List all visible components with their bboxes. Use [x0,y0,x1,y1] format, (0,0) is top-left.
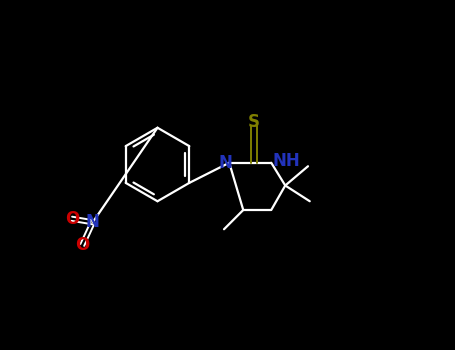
Text: S: S [248,113,260,131]
Text: O: O [65,210,79,228]
Text: N: N [86,213,100,231]
Text: N: N [219,154,233,172]
Text: NH: NH [273,152,301,170]
Text: O: O [75,236,89,254]
